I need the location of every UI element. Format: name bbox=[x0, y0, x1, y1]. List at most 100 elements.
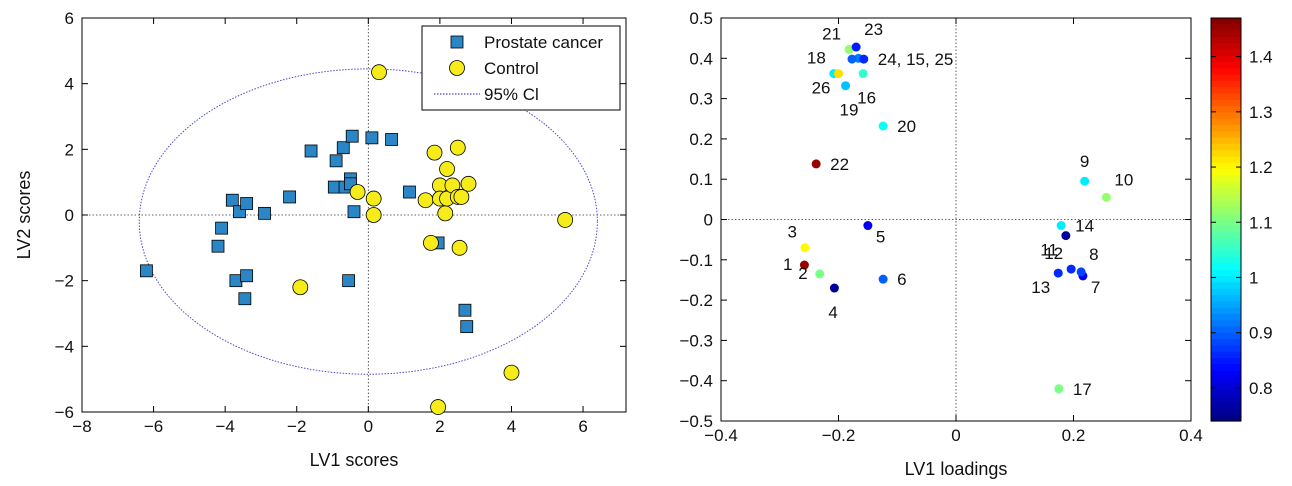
prostate-cancer-point bbox=[283, 190, 296, 204]
colorbar-segment bbox=[1211, 106, 1241, 114]
loadings-y-tick-label: 0.5 bbox=[689, 9, 713, 28]
scores-x-tick-label: −2 bbox=[287, 417, 306, 436]
scores-y-tick-label: −6 bbox=[55, 403, 74, 422]
loadings-y-tick-label: −0.4 bbox=[679, 372, 713, 391]
colorbar-tick-label: 1.4 bbox=[1249, 48, 1273, 67]
prostate-cancer-point bbox=[211, 239, 225, 253]
colorbar-segment bbox=[1211, 288, 1241, 296]
colorbar-segment bbox=[1211, 112, 1241, 120]
colorbar-segment bbox=[1211, 332, 1241, 340]
colorbar-segment bbox=[1211, 244, 1241, 252]
loading-point bbox=[847, 54, 857, 64]
loading-point-label: 12 bbox=[1044, 244, 1063, 263]
colorbar-segment bbox=[1211, 263, 1241, 271]
colorbar-segment bbox=[1211, 395, 1241, 403]
loading-point bbox=[834, 69, 843, 79]
loadings-y-tick-label: −0.1 bbox=[679, 251, 713, 270]
loadings-y-tick-label: 0.2 bbox=[689, 130, 713, 149]
loading-point bbox=[841, 81, 851, 91]
loadings-plot: −0.4 −0.2 0 0.2 0.4−0.5−0.4−0.3−0.2−0.100.10… bbox=[679, 9, 1202, 479]
colorbar-segment bbox=[1211, 213, 1241, 221]
prostate-cancer-point bbox=[342, 274, 356, 288]
loadings-y-tick-label: −0.3 bbox=[679, 331, 713, 350]
loading-point bbox=[844, 44, 854, 54]
scores-y-tick-label: 6 bbox=[65, 9, 74, 28]
legend-square-marker bbox=[450, 35, 464, 49]
colorbar-segment bbox=[1211, 55, 1241, 63]
colorbar-segment bbox=[1211, 238, 1241, 246]
control-point bbox=[437, 205, 454, 222]
legend-label: 95% Cl bbox=[484, 85, 539, 104]
prostate-cancer-point bbox=[403, 185, 416, 199]
loading-point bbox=[858, 69, 868, 79]
loading-point bbox=[1101, 192, 1111, 202]
loading-point bbox=[1054, 384, 1064, 394]
loading-point bbox=[1066, 264, 1076, 274]
scores-x-tick-label: 2 bbox=[435, 417, 444, 436]
loading-point bbox=[1053, 268, 1063, 278]
loading-point-label: 2 bbox=[798, 264, 807, 283]
loading-point-label: 6 bbox=[897, 270, 906, 289]
prostate-cancer-point bbox=[140, 264, 153, 278]
colorbar-segment bbox=[1211, 62, 1241, 69]
colorbar-segment bbox=[1211, 150, 1241, 158]
loading-point-label: 14 bbox=[1075, 217, 1094, 236]
colorbar-tick-label: 0.8 bbox=[1249, 379, 1273, 398]
colorbar: 0.8 0.9 1 1.1 1.2 1.3 1.4 bbox=[1210, 17, 1273, 422]
loading-point bbox=[1056, 221, 1066, 231]
loadings-y-tick-label: 0.4 bbox=[689, 49, 713, 68]
colorbar-segment bbox=[1211, 276, 1241, 284]
colorbar-segment bbox=[1211, 282, 1241, 290]
loading-point bbox=[815, 269, 825, 279]
scores-x-tick-label: −8 bbox=[72, 417, 91, 436]
colorbar-frame bbox=[1210, 17, 1242, 422]
loading-point bbox=[1080, 176, 1090, 186]
prostate-cancer-point bbox=[238, 292, 252, 306]
loading-point-label: 8 bbox=[1089, 245, 1098, 264]
colorbar-segment bbox=[1211, 383, 1241, 391]
colorbar-segment bbox=[1211, 49, 1241, 57]
loadings-y-tick-label: 0 bbox=[704, 211, 713, 230]
colorbar-segment bbox=[1211, 137, 1241, 145]
prostate-cancer-point bbox=[229, 274, 243, 288]
loading-point-label: 19 bbox=[840, 101, 859, 120]
colorbar-tick-label: 1 bbox=[1249, 268, 1258, 287]
colorbar-segment bbox=[1211, 313, 1241, 321]
scores-x-tick-label: 6 bbox=[578, 417, 587, 436]
loading-point-label: 11 bbox=[1040, 241, 1058, 260]
loading-point bbox=[799, 260, 809, 270]
colorbar-segment bbox=[1211, 169, 1241, 177]
prostate-cancer-point bbox=[458, 303, 472, 317]
colorbar-segment bbox=[1211, 250, 1241, 258]
loadings-x-tick-label: 0 bbox=[951, 426, 960, 445]
colorbar-segment bbox=[1211, 232, 1241, 239]
loading-point-label: 24, 15, 25 bbox=[878, 50, 954, 69]
scores-y-tick-label: 0 bbox=[65, 206, 74, 225]
prostate-cancer-point bbox=[258, 206, 271, 220]
control-point bbox=[439, 161, 455, 177]
control-point bbox=[365, 190, 382, 207]
colorbar-tick-label: 1.1 bbox=[1249, 213, 1273, 232]
colorbar-segment bbox=[1211, 131, 1241, 139]
colorbar-segment bbox=[1211, 118, 1241, 126]
loading-point-label: 20 bbox=[897, 117, 916, 136]
colorbar-segment bbox=[1211, 389, 1241, 397]
colorbar-segment bbox=[1211, 320, 1241, 328]
colorbar-segment bbox=[1211, 339, 1241, 347]
colorbar-segment bbox=[1211, 175, 1241, 183]
loading-point bbox=[859, 54, 869, 64]
colorbar-segment bbox=[1211, 326, 1241, 334]
prostate-cancer-point bbox=[225, 193, 239, 207]
control-point bbox=[451, 239, 468, 256]
colorbar-segment bbox=[1211, 156, 1241, 164]
prostate-cancer-point bbox=[460, 320, 474, 334]
colorbar-tick-label: 1.3 bbox=[1249, 103, 1273, 122]
loadings-y-tick-label: −0.2 bbox=[679, 291, 713, 310]
control-point bbox=[423, 235, 439, 251]
loadings-y-tick-label: 0.3 bbox=[689, 90, 713, 109]
loading-point-label: 4 bbox=[828, 303, 837, 322]
colorbar-segment bbox=[1211, 87, 1241, 95]
colorbar-segment bbox=[1211, 257, 1241, 265]
legend-circle-marker bbox=[449, 60, 465, 76]
